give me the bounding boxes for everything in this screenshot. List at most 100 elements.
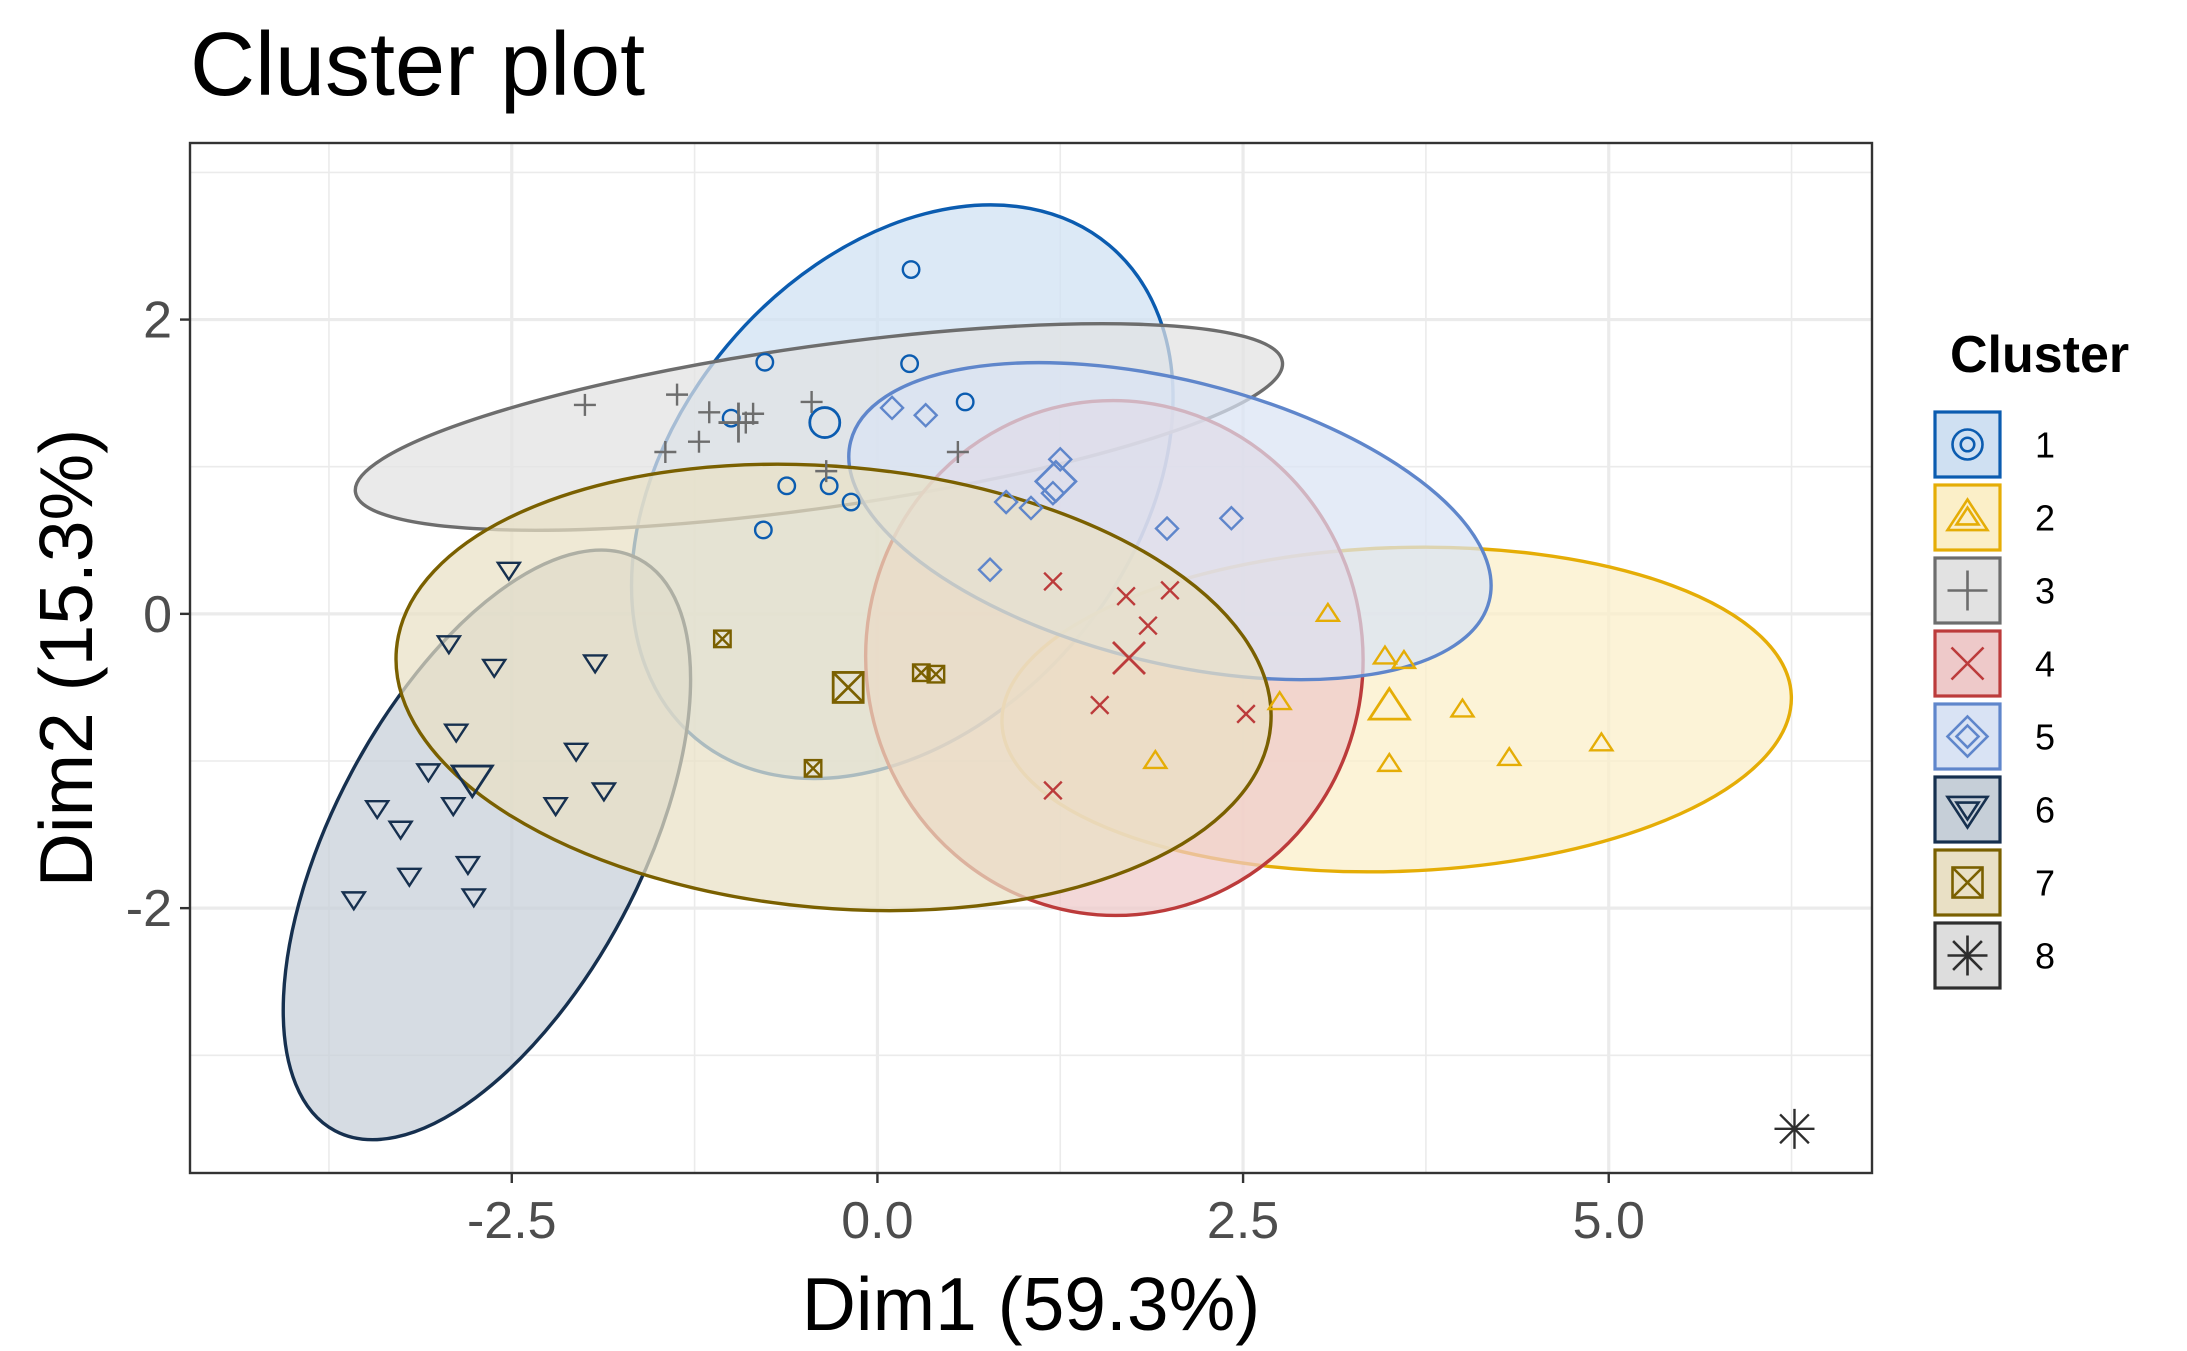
legend-label: 4 [2035,644,2055,685]
point-cluster-6 [590,782,618,803]
point-cluster-2 [1588,731,1615,752]
cluster-ellipses [281,203,1794,1142]
y-axis: -2 0 2 [126,292,190,938]
legend-label: 3 [2035,571,2055,612]
point-cluster-7 [712,629,732,649]
center-cluster-1 [808,406,842,439]
legend: Cluster 1 2 3 4 5 6 7 8 [1933,326,2129,990]
panel-border [188,141,1874,1175]
point-cluster-4 [1116,586,1136,606]
point-cluster-5 [912,402,939,428]
point-cluster-5 [879,395,905,421]
legend-item-8: 8 [1933,921,2055,990]
x-tick-label: -2.5 [467,1192,557,1250]
point-cluster-6 [442,723,470,744]
point-cluster-1 [900,354,920,374]
legend-key [1933,483,2002,552]
legend-item-1: 1 [1933,410,2055,479]
chart-title: Cluster plot [190,15,645,115]
legend-item-6: 6 [1933,775,2055,844]
legend-key [1933,775,2002,844]
legend-key [1933,702,2002,771]
point-cluster-5 [1047,446,1073,473]
point-cluster-3 [742,402,765,425]
point-cluster-6 [481,658,508,679]
legend-symbol [1951,866,1984,899]
point-cluster-3 [698,401,721,424]
legend-label: 8 [2035,936,2055,977]
legend-label: 1 [2035,425,2055,466]
point-cluster-2 [1371,644,1399,665]
x-axis-title: Dim1 (59.3%) [802,1262,1260,1346]
point-cluster-7 [803,758,823,778]
center-cluster-5 [1033,459,1078,504]
point-cluster-6 [581,654,609,675]
point-cluster-1 [901,260,921,279]
point-cluster-5 [993,489,1019,515]
point-cluster-6 [495,561,523,582]
point-cluster-3 [800,390,823,413]
y-tick-label: -2 [126,880,172,938]
legend-symbol [1945,497,1990,532]
point-cluster-1 [777,476,797,496]
point-cluster-5 [977,557,1003,583]
point-cluster-6 [562,742,590,763]
legend-symbol [1951,428,1984,461]
point-cluster-3 [654,441,677,463]
point-cluster-4 [1236,704,1256,724]
point-cluster-3 [946,441,969,463]
point-cluster-6 [363,799,391,821]
legend-label: 5 [2035,717,2055,758]
center-cluster-2 [1366,685,1412,721]
point-cluster-2 [1266,690,1293,711]
point-cluster-6 [542,797,569,818]
legend-symbol [1945,714,1990,759]
legend-symbol [1950,646,1985,681]
legend-item-2: 2 [1933,483,2055,552]
point-cluster-1 [819,476,839,496]
point-cluster-2 [1390,648,1418,670]
point-cluster-6 [396,867,423,888]
y-tick-label: 0 [143,586,172,644]
legend-label: 2 [2035,498,2055,539]
point-cluster-6 [415,763,442,784]
point-cluster-8 [1774,1108,1815,1149]
legend-item-3: 3 [1933,556,2055,625]
point-cluster-1 [753,520,773,540]
point-cluster-4 [1138,615,1158,636]
point-cluster-3 [666,383,689,406]
x-axis: -2.5 0.0 2.5 5.0 [467,1173,1645,1250]
point-cluster-6 [387,820,414,841]
legend-symbol-inner [1954,505,1981,526]
legend-title: Cluster [1950,326,2129,384]
point-cluster-1 [755,352,775,372]
center-cluster-6 [449,764,495,800]
point-cluster-4 [1043,780,1063,801]
center-cluster-7 [831,671,865,704]
center-cluster-4 [1112,641,1146,675]
point-cluster-4 [1090,695,1110,715]
legend-symbol-inner [1954,801,1981,822]
legend-symbol [1945,795,1990,830]
x-tick-label: 5.0 [1573,1192,1645,1250]
point-cluster-6 [340,891,368,912]
legend-symbol-inner [1954,723,1981,750]
center-cluster-3 [718,402,759,443]
point-cluster-2 [1376,751,1403,773]
point-cluster-2 [1496,745,1523,767]
point-cluster-6 [460,888,487,909]
x-tick-label: 2.5 [1207,1192,1279,1250]
cluster-points [340,260,1815,1149]
legend-item-5: 5 [1933,702,2055,771]
legend-label: 7 [2035,863,2055,904]
point-cluster-1 [841,492,861,512]
point-cluster-7 [926,664,946,684]
point-cluster-5 [1218,505,1245,531]
point-cluster-2 [1449,697,1476,718]
point-cluster-6 [440,797,467,818]
x-tick-label: 0.0 [841,1192,913,1250]
point-cluster-4 [1160,580,1180,600]
point-cluster-2 [1314,601,1342,622]
legend-symbol-inner [1959,436,1976,453]
